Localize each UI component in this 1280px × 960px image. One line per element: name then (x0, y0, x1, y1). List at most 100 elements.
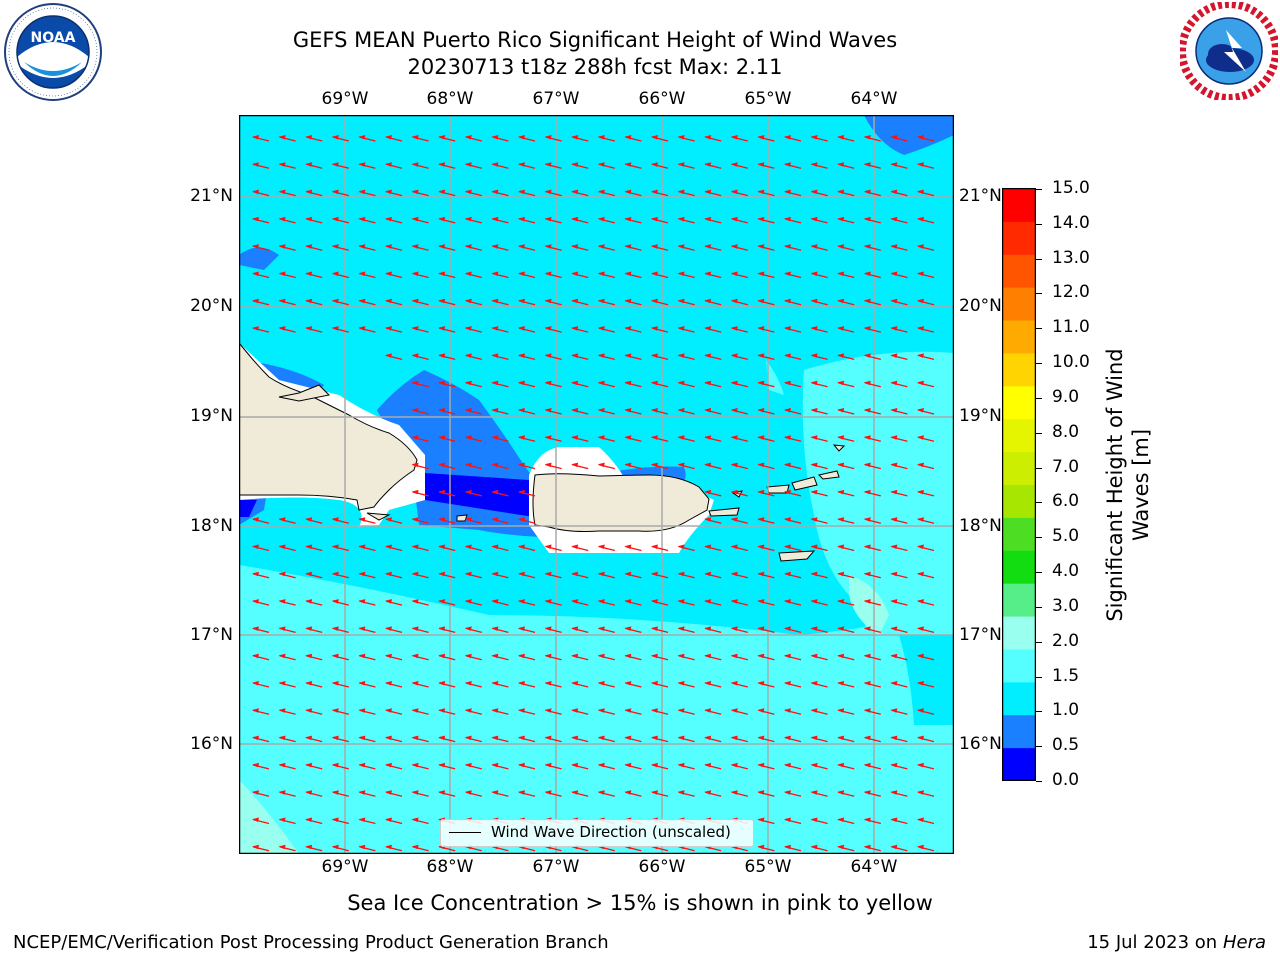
wind-arrow (890, 762, 908, 770)
wind-arrow (491, 244, 509, 251)
wind-arrow (597, 462, 615, 470)
wind-arrow (677, 298, 695, 306)
wave-height-1.5-2.0-region (239, 351, 954, 854)
wind-arrow (358, 244, 376, 251)
wind-arrow (810, 408, 828, 415)
wind-arrow (784, 735, 802, 743)
wind-arrow (411, 380, 429, 388)
wind-arrow (730, 271, 748, 279)
wind-arrow (730, 571, 748, 579)
wind-arrow (837, 571, 855, 579)
nws-logo-icon (1178, 0, 1280, 104)
wind-arrow (917, 817, 935, 825)
map-frame (238, 114, 955, 855)
wind-arrow (730, 517, 748, 524)
lon-tick-bottom-69w: 69°W (321, 857, 369, 877)
footer-branch: NCEP/EMC/Verification Post Processing Pr… (13, 932, 609, 953)
wind-arrow (784, 790, 802, 797)
wind-arrow (464, 408, 482, 415)
wind-arrow (464, 626, 482, 634)
wind-arrow (651, 244, 669, 251)
colorbar-segment (1003, 452, 1035, 486)
wind-arrow (438, 735, 456, 743)
colorbar-segment (1003, 682, 1035, 716)
wind-arrow (571, 653, 589, 661)
wind-arrow (305, 735, 323, 743)
map-title: GEFS MEAN Puerto Rico Significant Height… (292, 28, 898, 52)
wind-arrow (305, 544, 323, 552)
wind-arrow (757, 626, 775, 634)
wind-arrow (518, 380, 536, 388)
wind-arrow (571, 708, 589, 715)
wind-arrow (917, 844, 935, 852)
wind-arrow (890, 489, 908, 497)
wind-arrow (810, 626, 828, 634)
wave-height-1.0-1.5-region (899, 635, 954, 725)
wind-arrow (917, 544, 935, 552)
wind-arrow (917, 790, 935, 797)
wind-arrow (917, 298, 935, 306)
wind-arrow (890, 544, 908, 552)
wind-arrow (624, 599, 642, 606)
colorbar-tick-mark (1036, 467, 1042, 469)
wind-arrow (385, 626, 403, 634)
wind-arrow (810, 244, 828, 251)
wind-arrow (890, 162, 908, 169)
wind-arrow (597, 708, 615, 715)
wind-arrow (837, 298, 855, 306)
wind-arrow (863, 571, 881, 579)
wind-arrow (890, 571, 908, 579)
wind-arrow (837, 162, 855, 169)
wind-arrow (571, 681, 589, 688)
wind-arrow (651, 298, 669, 306)
wind-arrow (331, 271, 349, 279)
lat-tick-right-17n: 17°N (959, 625, 1002, 645)
wind-arrow (597, 571, 615, 579)
wind-arrow (491, 762, 509, 770)
wind-arrow (837, 817, 855, 825)
wind-arrow (544, 790, 562, 797)
wind-arrow (331, 762, 349, 770)
wind-arrow (385, 271, 403, 279)
wind-arrow (917, 435, 935, 442)
wind-arrow (624, 626, 642, 634)
footer-host: Hera (1222, 932, 1266, 953)
wind-arrow (810, 380, 828, 388)
wind-arrow (784, 817, 802, 825)
wind-arrow (597, 326, 615, 333)
wind-arrow (518, 599, 536, 606)
wind-arrow (917, 135, 935, 142)
wind-arrow (385, 735, 403, 743)
wind-arrow (917, 462, 935, 470)
wind-arrow (358, 544, 376, 552)
wind-arrow (491, 353, 509, 361)
wind-arrow (624, 735, 642, 743)
wind-arrow (784, 762, 802, 770)
wind-arrow (331, 844, 349, 852)
wind-arrow (730, 189, 748, 197)
wind-arrow (863, 817, 881, 825)
wind-arrow (704, 408, 722, 415)
wind-arrow (810, 708, 828, 715)
wind-arrow (757, 489, 775, 497)
wind-arrow (438, 489, 456, 497)
wind-arrow (757, 653, 775, 661)
wind-arrow (491, 571, 509, 579)
wind-arrow (358, 599, 376, 606)
wind-arrow (544, 244, 562, 251)
wind-arrow (784, 271, 802, 279)
wind-arrow (438, 544, 456, 552)
wind-arrow (651, 544, 669, 552)
wind-arrow (491, 517, 509, 524)
wind-arrow (491, 489, 509, 497)
colorbar-segment (1003, 287, 1035, 322)
wind-arrow (757, 681, 775, 688)
wind-arrow (624, 681, 642, 688)
wind-arrow (464, 135, 482, 142)
wind-arrow (305, 681, 323, 688)
wind-arrow (837, 462, 855, 470)
colorbar-tick-mark (1036, 746, 1042, 748)
wind-arrow (757, 408, 775, 415)
wind-arrow (651, 189, 669, 197)
wind-arrow (252, 762, 270, 770)
